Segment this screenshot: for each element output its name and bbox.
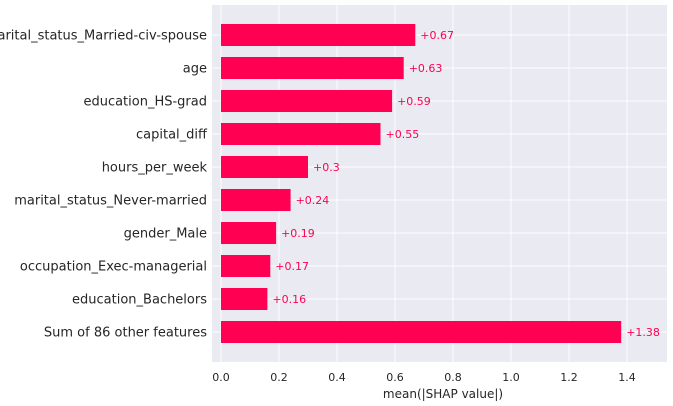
value-label: +0.63: [409, 62, 443, 75]
value-label: +0.24: [296, 194, 330, 207]
bar: [221, 24, 416, 46]
bar: [221, 156, 308, 178]
value-label: +0.59: [397, 95, 431, 108]
bar: [221, 222, 277, 244]
bar: [221, 189, 291, 211]
x-tick-labels: 0.0 0.2 0.4 0.6 0.8 1.0 1.2 1.4: [212, 371, 636, 384]
bar: [221, 288, 268, 310]
category-label: Sum of 86 other features: [44, 326, 207, 341]
value-label: +0.16: [272, 293, 306, 306]
category-label: hours_per_week: [102, 161, 208, 176]
x-tick-label: 1.0: [502, 371, 520, 384]
x-tick-label: 0.8: [444, 371, 462, 384]
value-label: +0.17: [275, 260, 309, 273]
x-tick-label: 0.0: [212, 371, 230, 384]
category-label: gender_Male: [124, 227, 207, 242]
bar: [221, 90, 393, 112]
category-label: education_HS-grad: [83, 95, 207, 110]
value-label: +0.67: [420, 29, 454, 42]
value-labels: +0.67 +0.63 +0.59 +0.55 +0.3 +0.24 +0.19 +0.17 +…: [272, 29, 660, 339]
category-label: occupation_Exec-managerial: [20, 260, 207, 275]
bar: [221, 321, 622, 343]
bars: [221, 24, 622, 343]
x-tick-label: 0.6: [386, 371, 404, 384]
bar: [221, 255, 271, 277]
bar: [221, 123, 381, 145]
category-label: age: [183, 62, 207, 77]
x-tick-label: 1.4: [618, 371, 636, 384]
bar: [221, 57, 404, 79]
x-tick-label: 1.2: [560, 371, 578, 384]
category-label: marital_status_Never-married: [14, 194, 207, 209]
x-axis-label: mean(|SHAP value|): [383, 387, 503, 401]
x-tick-label: 0.4: [328, 371, 346, 384]
x-tick-label: 0.2: [270, 371, 288, 384]
category-label: education_Bachelors: [72, 293, 207, 308]
category-label: marital_status_Married-civ-spouse: [0, 29, 207, 44]
value-label: +0.3: [313, 161, 340, 174]
category-label: capital_diff: [136, 128, 208, 143]
value-label: +0.19: [281, 227, 315, 240]
value-label: +1.38: [626, 326, 660, 339]
value-label: +0.55: [386, 128, 420, 141]
